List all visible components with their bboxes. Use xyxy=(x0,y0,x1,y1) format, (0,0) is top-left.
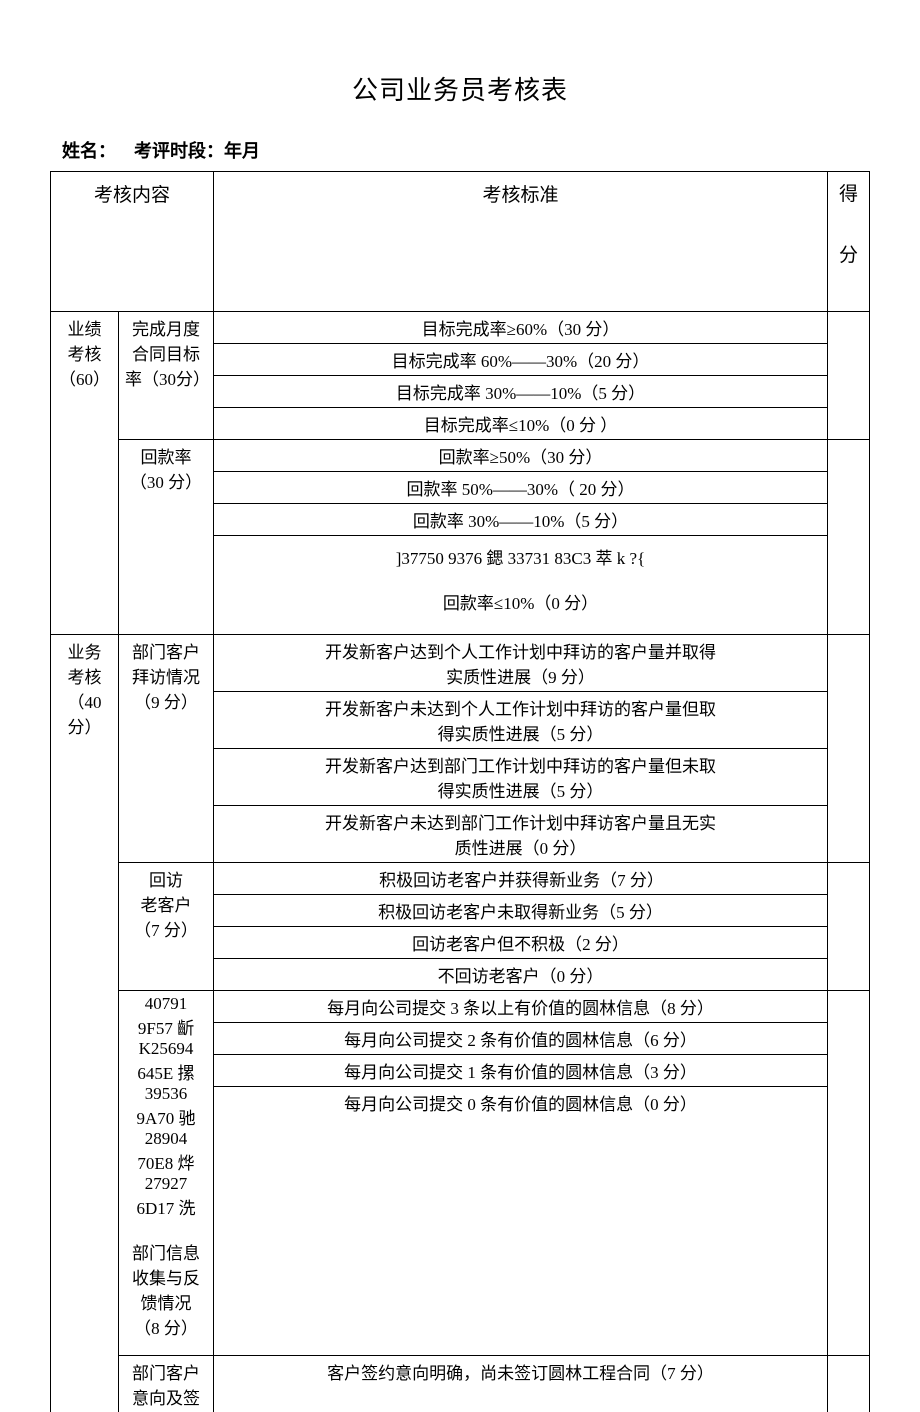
score-cell xyxy=(828,991,870,1356)
criteria-cell: 每月向公司提交 1 条有价值的圆林信息（3 分） xyxy=(214,1055,828,1087)
revisit-label: 回访 老客户 （7 分） xyxy=(119,863,214,991)
intention-label: 部门客户 意向及签 xyxy=(119,1356,214,1412)
criteria-cell: 回款率≥50%（30 分） xyxy=(214,440,828,472)
collection-rate-label: 回款率 （30 分） xyxy=(119,440,214,635)
criteria-anomaly-cell: ]37750 9376 鍶 33731 83C3 萃 k ?{ 回款率≤10%（… xyxy=(214,536,828,635)
criteria-cell: 目标完成率 60%——30%（20 分） xyxy=(214,344,828,376)
period-label: 考评时段：年月 xyxy=(134,141,260,161)
dept-visit-label: 部门客户 拜访情况 （9 分） xyxy=(119,635,214,863)
criteria-cell: 目标完成率≥60%（30 分） xyxy=(214,312,828,344)
criteria-cell: 每月向公司提交 2 条有价值的圆林信息（6 分） xyxy=(214,1023,828,1055)
score-cell xyxy=(828,1356,870,1412)
table-row: 部门客户 意向及签 客户签约意向明确，尚未签订圆林工程合同（7 分） xyxy=(51,1356,870,1412)
table-header-row: 考核内容 考核标准 得 分 xyxy=(51,172,870,312)
score-cell xyxy=(828,635,870,863)
table-row: 业绩 考核 （60） 完成月度 合同目标 率（30分） 目标完成率≥60%（30… xyxy=(51,312,870,344)
business-label: 业务 考核 （40 分） xyxy=(51,635,119,1412)
monthly-target-label: 完成月度 合同目标 率（30分） xyxy=(119,312,214,440)
score-cell xyxy=(828,863,870,991)
table-row: 40791 9F57 齗 K25694 645E 摞 39536 9A70 驰 … xyxy=(51,991,870,1023)
score-cell xyxy=(828,312,870,440)
performance-label: 业绩 考核 （60） xyxy=(51,312,119,635)
table-row: 回访 老客户 （7 分） 积极回访老客户并获得新业务（7 分） xyxy=(51,863,870,895)
criteria-cell: 回款率 30%——10%（5 分） xyxy=(214,504,828,536)
criteria-cell: 积极回访老客户未取得新业务（5 分） xyxy=(214,895,828,927)
col-score-header: 得 分 xyxy=(828,172,870,312)
criteria-cell: 每月向公司提交 0 条有价值的圆林信息（0 分） xyxy=(214,1087,828,1356)
table-row: 业务 考核 （40 分） 部门客户 拜访情况 （9 分） 开发新客户达到个人工作… xyxy=(51,635,870,692)
criteria-cell: 目标完成率≤10%（0 分 ） xyxy=(214,408,828,440)
name-label: 姓名： xyxy=(62,141,116,161)
criteria-cell: 开发新客户达到部门工作计划中拜访的客户量但未取 得实质性进展（5 分） xyxy=(214,749,828,806)
table-row: 回款率 （30 分） 回款率≥50%（30 分） xyxy=(51,440,870,472)
page-title: 公司业务员考核表 xyxy=(50,70,870,107)
col-criteria-header: 考核标准 xyxy=(214,172,828,312)
criteria-cell: 回款率 50%——30%（ 20 分） xyxy=(214,472,828,504)
col-content-header: 考核内容 xyxy=(51,172,214,312)
criteria-cell: 开发新客户未达到部门工作计划中拜访客户量且无实 质性进展（0 分） xyxy=(214,806,828,863)
criteria-cell: 不回访老客户（0 分） xyxy=(214,959,828,991)
criteria-cell: 积极回访老客户并获得新业务（7 分） xyxy=(214,863,828,895)
criteria-cell: 回访老客户但不积极（2 分） xyxy=(214,927,828,959)
header-info: 姓名： 考评时段：年月 xyxy=(50,137,870,163)
criteria-cell: 开发新客户未达到个人工作计划中拜访的客户量但取 得实质性进展（5 分） xyxy=(214,692,828,749)
assessment-table: 考核内容 考核标准 得 分 业绩 考核 （60） 完成月度 合同目标 率（30分… xyxy=(50,171,870,1412)
score-cell xyxy=(828,440,870,635)
criteria-cell: 目标完成率 30%——10%（5 分） xyxy=(214,376,828,408)
criteria-cell: 客户签约意向明确，尚未签订圆林工程合同（7 分） xyxy=(214,1356,828,1412)
info-collect-label: 40791 9F57 齗 K25694 645E 摞 39536 9A70 驰 … xyxy=(119,991,214,1356)
criteria-cell: 每月向公司提交 3 条以上有价值的圆林信息（8 分） xyxy=(214,991,828,1023)
criteria-cell: 开发新客户达到个人工作计划中拜访的客户量并取得 实质性进展（9 分） xyxy=(214,635,828,692)
